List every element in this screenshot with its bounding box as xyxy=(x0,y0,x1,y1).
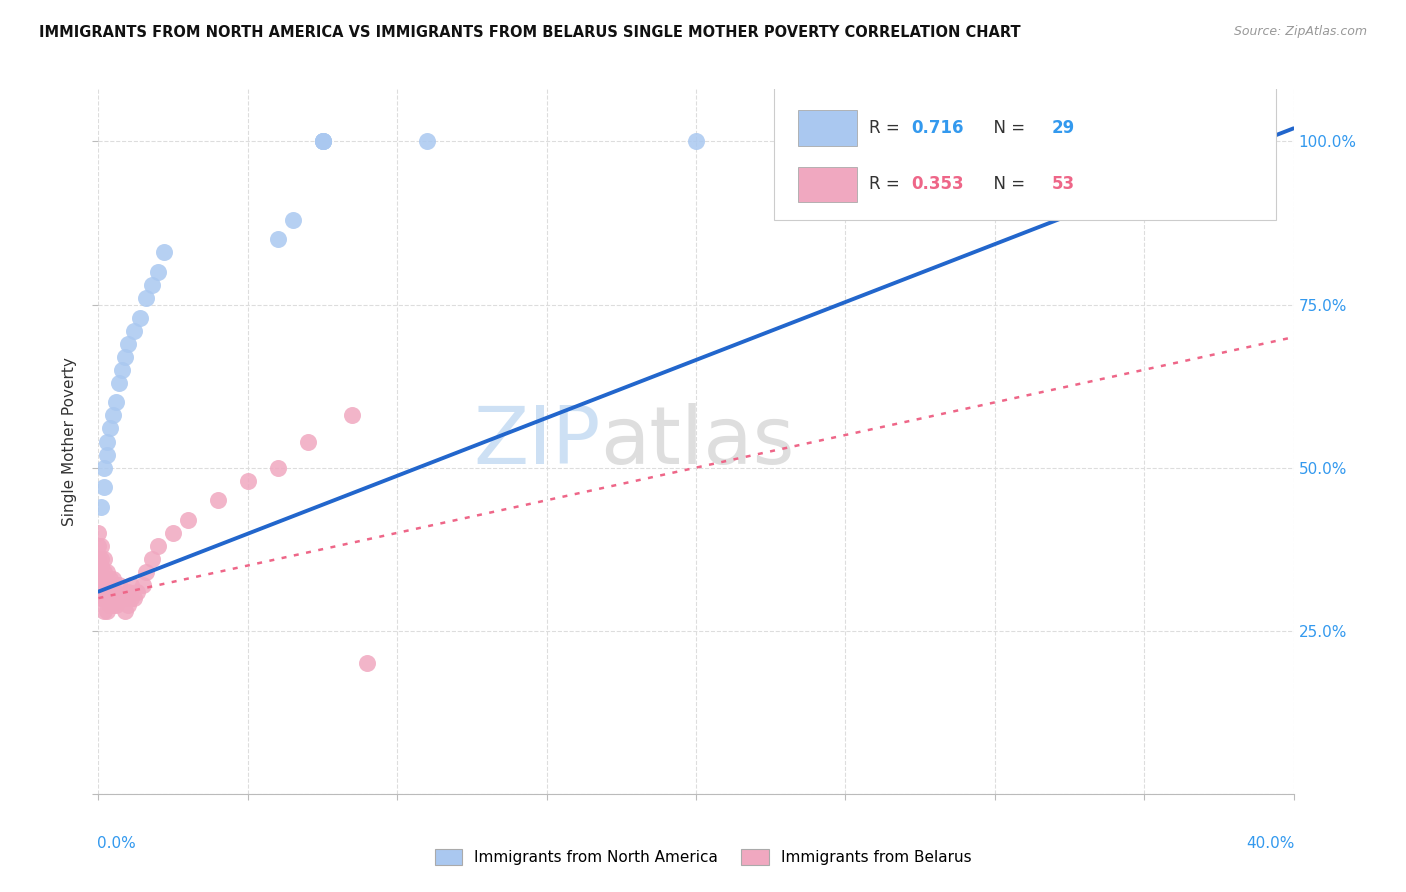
Text: 0.353: 0.353 xyxy=(911,176,963,194)
Point xyxy=(103,572,125,586)
Point xyxy=(105,584,128,599)
Point xyxy=(111,591,134,606)
Point xyxy=(87,552,110,566)
Point xyxy=(90,500,112,514)
Point xyxy=(98,421,122,435)
Point xyxy=(685,135,707,149)
Point xyxy=(98,572,122,586)
Point xyxy=(342,409,364,423)
Point xyxy=(114,350,136,364)
Point xyxy=(267,460,290,475)
Bar xyxy=(797,167,858,202)
Text: N =: N = xyxy=(983,119,1031,137)
Point xyxy=(90,584,112,599)
Point xyxy=(96,434,118,449)
Text: 53: 53 xyxy=(1052,176,1076,194)
Point xyxy=(148,265,170,279)
Point xyxy=(98,598,122,612)
Point xyxy=(93,552,115,566)
Point xyxy=(356,657,378,671)
Text: Source: ZipAtlas.com: Source: ZipAtlas.com xyxy=(1233,25,1367,38)
Point xyxy=(90,591,112,606)
Point xyxy=(135,565,157,579)
Point xyxy=(90,539,112,553)
Point xyxy=(120,591,142,606)
Point xyxy=(207,493,229,508)
Point xyxy=(105,395,128,409)
Point xyxy=(135,291,157,305)
Point xyxy=(129,310,152,325)
Point xyxy=(87,565,110,579)
Point xyxy=(93,565,115,579)
Point xyxy=(87,539,110,553)
Point xyxy=(117,336,139,351)
Point xyxy=(103,409,125,423)
Point xyxy=(114,591,136,606)
Point xyxy=(311,135,333,149)
Point xyxy=(96,604,118,618)
Point xyxy=(281,212,304,227)
Text: N =: N = xyxy=(983,176,1031,194)
Point xyxy=(96,591,118,606)
Point xyxy=(90,558,112,573)
Point xyxy=(96,578,118,592)
Point xyxy=(311,135,333,149)
Point xyxy=(87,578,110,592)
Point xyxy=(177,513,200,527)
Text: 0.0%: 0.0% xyxy=(97,836,136,851)
FancyBboxPatch shape xyxy=(773,78,1275,219)
Point xyxy=(267,232,290,246)
Point xyxy=(103,584,125,599)
Text: 0.716: 0.716 xyxy=(911,119,963,137)
Point xyxy=(114,604,136,618)
Point xyxy=(132,578,155,592)
Point xyxy=(236,474,259,488)
Point xyxy=(141,552,163,566)
Text: atlas: atlas xyxy=(600,402,794,481)
Point xyxy=(93,480,115,494)
Point xyxy=(96,584,118,599)
Point xyxy=(96,448,118,462)
Text: 29: 29 xyxy=(1052,119,1076,137)
Point xyxy=(124,591,146,606)
Point xyxy=(117,584,139,599)
Point xyxy=(1104,135,1126,149)
Point xyxy=(93,460,115,475)
Y-axis label: Single Mother Poverty: Single Mother Poverty xyxy=(62,357,77,526)
Legend: Immigrants from North America, Immigrants from Belarus: Immigrants from North America, Immigrant… xyxy=(429,843,977,871)
Point xyxy=(93,578,115,592)
Point xyxy=(127,584,149,599)
Point xyxy=(297,434,319,449)
Point xyxy=(148,539,170,553)
Point xyxy=(96,565,118,579)
Text: R =: R = xyxy=(869,176,905,194)
Point xyxy=(120,578,142,592)
Point xyxy=(87,525,110,540)
Text: 40.0%: 40.0% xyxy=(1246,836,1295,851)
Text: IMMIGRANTS FROM NORTH AMERICA VS IMMIGRANTS FROM BELARUS SINGLE MOTHER POVERTY C: IMMIGRANTS FROM NORTH AMERICA VS IMMIGRA… xyxy=(39,25,1021,40)
Point xyxy=(153,245,176,260)
Point xyxy=(311,135,333,149)
Text: ZIP: ZIP xyxy=(472,402,600,481)
Point xyxy=(90,552,112,566)
Point xyxy=(124,324,146,338)
Point xyxy=(108,376,131,390)
Point xyxy=(105,598,128,612)
Point xyxy=(108,578,131,592)
Point xyxy=(98,584,122,599)
Point xyxy=(141,277,163,292)
Point xyxy=(117,598,139,612)
Point xyxy=(93,604,115,618)
Point xyxy=(162,525,184,540)
Text: R =: R = xyxy=(869,119,905,137)
Point xyxy=(111,363,134,377)
Point xyxy=(416,135,439,149)
Point xyxy=(103,598,125,612)
Point xyxy=(90,578,112,592)
Point xyxy=(311,135,333,149)
Point xyxy=(90,572,112,586)
Bar xyxy=(797,111,858,145)
Point xyxy=(108,591,131,606)
Point xyxy=(93,591,115,606)
